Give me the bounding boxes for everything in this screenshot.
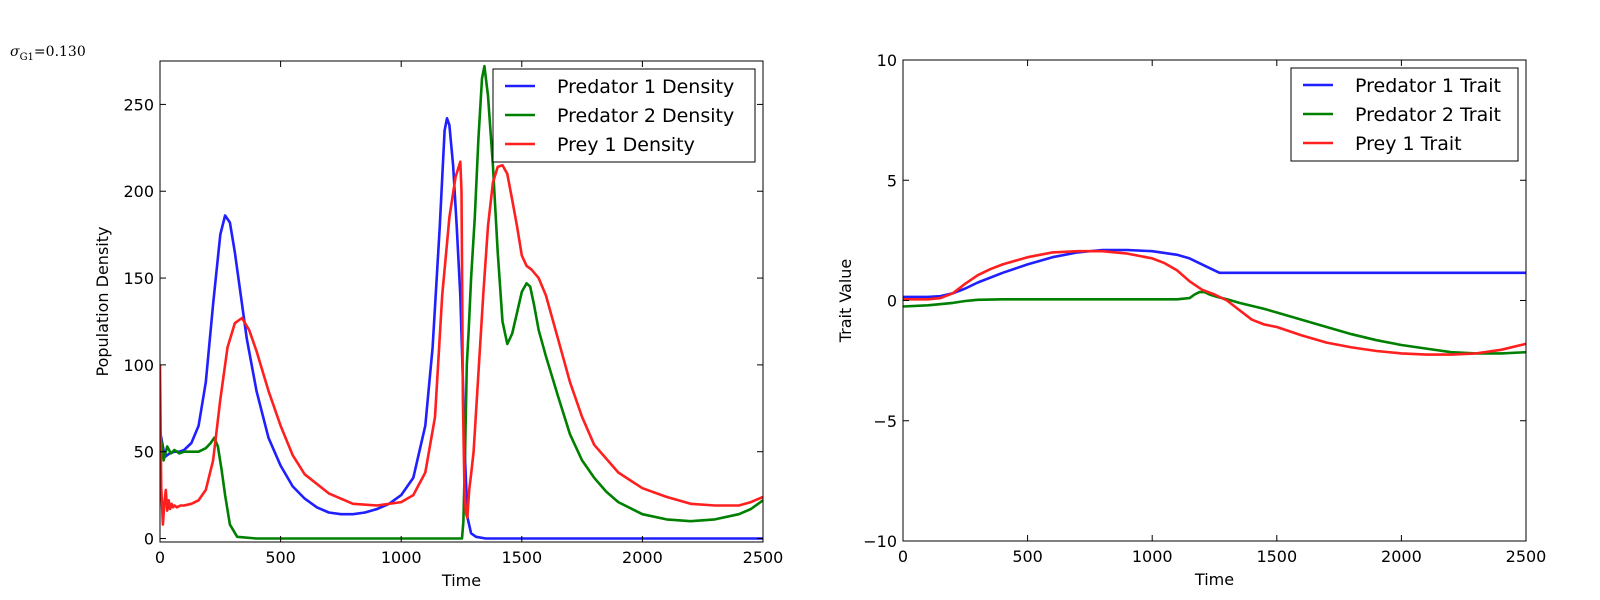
x-axis-label: Time [441, 571, 481, 590]
legend-label: Prey 1 Trait [1355, 133, 1462, 155]
y-tick-label: 0 [887, 292, 897, 311]
x-tick-label: 0 [898, 547, 908, 566]
sigma-annotation: σG1=0.130 [10, 44, 86, 63]
series-line [160, 160, 763, 526]
y-tick-label: 100 [123, 356, 154, 375]
x-tick-label: 1500 [1256, 547, 1297, 566]
legend-frame [492, 68, 756, 163]
chart-1: 0 500 1000 1500 2000 2500 0 50 100 150 200 250 Time P… [93, 60, 784, 590]
legend: Predator 1 Density Predator 2 Density Prey… [492, 68, 756, 163]
y-axis-label: Trait Value [836, 259, 855, 344]
x-axis-label: Time [1194, 570, 1234, 589]
y-tick-label: 150 [123, 269, 154, 288]
plot-frame [159, 60, 764, 543]
x-tick-label: 2500 [743, 548, 784, 567]
y-tick-label: −10 [863, 532, 897, 551]
y-tick-label: −5 [873, 412, 897, 431]
y-axis-label: Population Density [93, 227, 112, 377]
x-tick-label: 1000 [381, 548, 422, 567]
legend-label: Predator 1 Density [557, 76, 734, 98]
series-line [160, 64, 763, 540]
sigma-symbol: σ [10, 44, 20, 60]
series-line [903, 248, 1526, 299]
x-tick-label: 2000 [1381, 547, 1422, 566]
y-tick-label: 5 [887, 171, 897, 190]
x-tick-label: 500 [265, 548, 296, 567]
y-tick-label: 10 [877, 51, 897, 70]
y-tick-label: 50 [134, 443, 154, 462]
x-tick-label: 0 [155, 548, 165, 567]
sigma-subscript: G1 [19, 51, 34, 63]
series-line [903, 249, 1526, 356]
legend-label: Predator 2 Trait [1355, 104, 1501, 126]
x-tick-label: 1500 [501, 548, 542, 567]
legend-label: Prey 1 Density [557, 134, 695, 156]
x-tick-label: 2000 [622, 548, 663, 567]
series-line [903, 290, 1526, 355]
sigma-value: 0.130 [45, 44, 86, 60]
legend-label: Predator 2 Density [557, 105, 734, 127]
x-tick-label: 2500 [1506, 547, 1547, 566]
x-tick-label: 500 [1012, 547, 1043, 566]
legend: Predator 1 Trait Predator 2 Trait Prey 1 T… [1290, 67, 1519, 162]
x-tick-label: 1000 [1132, 547, 1173, 566]
y-tick-label: 250 [123, 95, 154, 114]
chart-2: 0 500 1000 1500 2000 2500 −10 −5 0 5 10 Time Trait V… [836, 51, 1546, 589]
sigma-equals: = [33, 44, 46, 60]
y-tick-label: 0 [144, 530, 154, 549]
y-tick-label: 200 [123, 182, 154, 201]
legend-label: Predator 1 Trait [1355, 75, 1501, 97]
